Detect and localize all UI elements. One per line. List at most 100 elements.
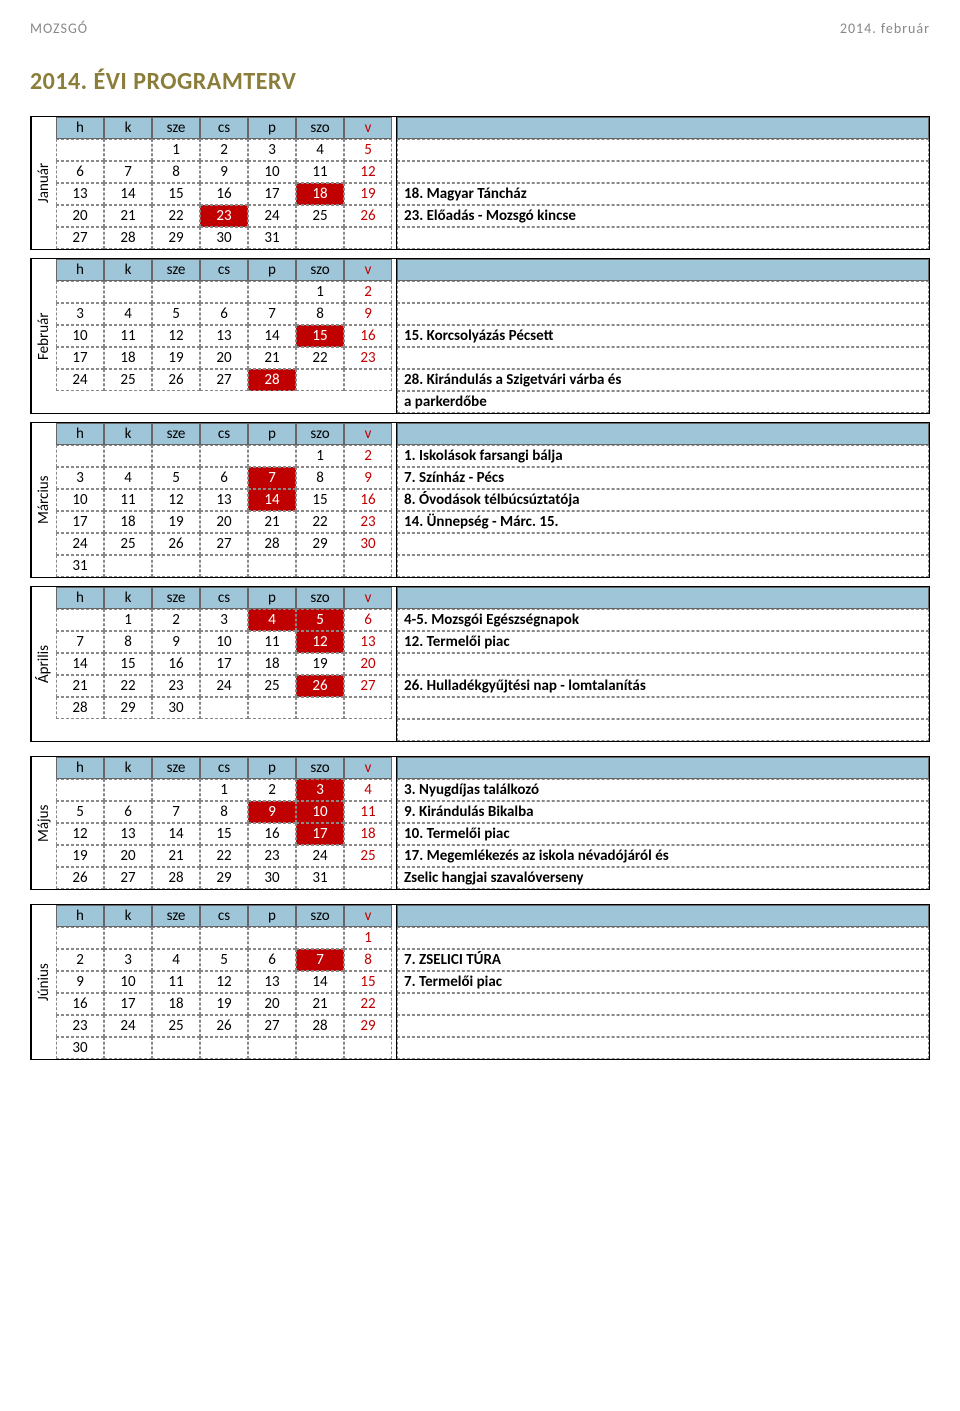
event-row: 14. Ünnepség - Márc. 15. (397, 511, 929, 533)
calendar-day-cell: 21 (248, 511, 296, 533)
calendar-day-cell: 9 (344, 467, 392, 489)
calendar-day-cell: 24 (56, 369, 104, 391)
calendar-week-row: 1 (56, 927, 396, 949)
calendar-day-cell: 31 (56, 555, 104, 577)
calendar-day-cell: 31 (248, 227, 296, 249)
event-row (397, 161, 929, 183)
calendar-day-cell: 10 (248, 161, 296, 183)
calendar-day-cell: 23 (152, 675, 200, 697)
calendar-day-cell (104, 927, 152, 949)
calendar-day-cell: 2 (56, 949, 104, 971)
calendar-day-cell: 4 (344, 779, 392, 801)
calendar-week-row: 12345 (56, 139, 396, 161)
calendar-day-cell: 5 (152, 467, 200, 489)
calendar-day-cell: 18 (104, 347, 152, 369)
calendar-day-cell: 26 (344, 205, 392, 227)
event-row: 17. Megemlékezés az iskola névadójáról é… (397, 845, 929, 867)
calendar-header-cell: cs (200, 757, 248, 779)
calendar-day-cell: 28 (248, 533, 296, 555)
calendar-header-cell: cs (200, 905, 248, 927)
calendar-day-cell: 4 (152, 949, 200, 971)
events-column: 4-5. Mozsgói Egészségnapok12. Termelői p… (396, 587, 929, 741)
events-header-blank (397, 423, 929, 445)
calendar-header-cell: h (56, 587, 104, 609)
event-row (397, 653, 929, 675)
calendar-day-cell: 24 (248, 205, 296, 227)
event-row (397, 533, 929, 555)
calendar-day-cell (104, 281, 152, 303)
calendar-day-cell: 19 (152, 511, 200, 533)
calendar-day-cell (296, 927, 344, 949)
month-block: Áprilishkszecspszov123456789101112131415… (30, 586, 930, 742)
month-block: Februárhkszecspszov123456789101112131415… (30, 258, 930, 414)
calendar-day-cell: 3 (56, 303, 104, 325)
calendar-week-row: 10111213141516 (56, 489, 396, 511)
calendar-day-cell: 6 (56, 161, 104, 183)
event-row (397, 697, 929, 719)
calendar-day-cell: 27 (344, 675, 392, 697)
calendar-day-cell: 2 (152, 609, 200, 631)
calendar-day-cell: 3 (56, 467, 104, 489)
calendar-day-cell: 12 (200, 971, 248, 993)
calendar-day-cell: 26 (152, 369, 200, 391)
calendar-day-cell: 22 (200, 845, 248, 867)
calendar-day-cell: 29 (344, 1015, 392, 1037)
calendar-day-cell: 29 (152, 227, 200, 249)
calendar-day-cell (344, 227, 392, 249)
calendar-day-cell: 22 (104, 675, 152, 697)
event-row (397, 281, 929, 303)
calendar-day-cell: 12 (296, 631, 344, 653)
calendar-day-cell (248, 697, 296, 719)
calendar-day-cell: 1 (200, 779, 248, 801)
calendar-day-cell: 20 (104, 845, 152, 867)
calendar-day-cell: 9 (152, 631, 200, 653)
calendar-header-cell: cs (200, 117, 248, 139)
calendar-day-cell: 7 (56, 631, 104, 653)
event-row (397, 347, 929, 369)
calendar-day-cell: 28 (248, 369, 296, 391)
calendar-week-row: 31 (56, 555, 396, 577)
calendar-header-cell: k (104, 423, 152, 445)
calendar-day-cell: 1 (296, 445, 344, 467)
calendar-day-cell (200, 555, 248, 577)
calendar-day-cell: 8 (344, 949, 392, 971)
calendar-day-cell: 14 (104, 183, 152, 205)
calendar-day-cell: 20 (200, 511, 248, 533)
calendar-week-row: 282930 (56, 697, 396, 719)
event-row (397, 719, 929, 741)
calendar-day-cell: 18 (248, 653, 296, 675)
calendar-day-cell: 19 (200, 993, 248, 1015)
calendar-day-cell: 17 (248, 183, 296, 205)
calendar-header-cell: szo (296, 259, 344, 281)
calendar-day-cell: 20 (200, 347, 248, 369)
calendar-header-cell: h (56, 117, 104, 139)
event-row: 1. Iskolások farsangi bálja (397, 445, 929, 467)
calendar-header-cell: k (104, 905, 152, 927)
calendar-day-cell: 24 (200, 675, 248, 697)
calendar-week-row: 3456789 (56, 467, 396, 489)
calendar-day-cell: 4 (248, 609, 296, 631)
calendar-day-cell: 25 (104, 369, 152, 391)
calendar-header-cell: h (56, 757, 104, 779)
calendar-day-cell: 14 (296, 971, 344, 993)
calendar-day-cell: 22 (296, 511, 344, 533)
calendar-day-cell: 16 (56, 993, 104, 1015)
calendar-day-cell: 22 (344, 993, 392, 1015)
calendar-day-cell (248, 927, 296, 949)
calendar-week-row: 24252627282930 (56, 533, 396, 555)
calendar-day-cell: 13 (56, 183, 104, 205)
calendar-day-cell: 6 (200, 467, 248, 489)
calendar-day-cell: 27 (200, 533, 248, 555)
calendar-day-cell: 14 (248, 325, 296, 347)
calendar-day-cell: 15 (344, 971, 392, 993)
calendar-day-cell: 3 (248, 139, 296, 161)
calendar-header-cell: szo (296, 757, 344, 779)
calendar-day-cell: 1 (296, 281, 344, 303)
calendar-week-row: 6789101112 (56, 161, 396, 183)
event-row (397, 303, 929, 325)
calendar-day-cell: 25 (104, 533, 152, 555)
month-label: Június (31, 905, 56, 1059)
calendar-day-cell: 16 (152, 653, 200, 675)
event-row: 7. Termelői piac (397, 971, 929, 993)
calendar-day-cell: 7 (296, 949, 344, 971)
